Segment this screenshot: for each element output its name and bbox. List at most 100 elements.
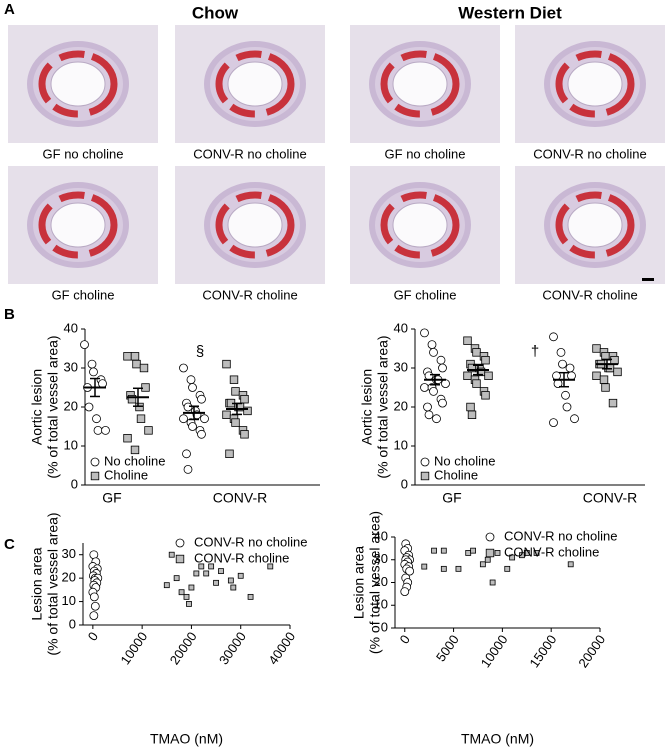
- point: [136, 414, 146, 423]
- point: [431, 547, 437, 554]
- legend-marker: [485, 548, 495, 558]
- point: [438, 398, 447, 408]
- point: [405, 566, 415, 576]
- group-title: Chow: [192, 3, 239, 22]
- x-tick-label: 20000: [167, 629, 200, 667]
- y-tick-label: 20: [394, 398, 408, 413]
- lumen: [392, 61, 448, 107]
- point: [481, 391, 490, 400]
- point: [227, 577, 234, 584]
- point: [472, 379, 481, 388]
- x-tick-label: CONV-R: [213, 490, 267, 506]
- image-caption: CONV-R no choline: [533, 146, 646, 161]
- legend-marker: [485, 532, 495, 542]
- point: [432, 414, 441, 424]
- y-axis-label: Lesion area: [29, 547, 45, 620]
- point: [231, 387, 240, 396]
- point: [420, 383, 429, 392]
- point: [509, 554, 516, 561]
- point: [183, 593, 190, 600]
- lumen: [50, 202, 106, 248]
- x-tick-label: 15000: [526, 632, 559, 670]
- annotation: §: [196, 343, 204, 360]
- point: [429, 386, 438, 396]
- point: [240, 430, 249, 439]
- point: [197, 429, 206, 439]
- legend-label: Choline: [104, 467, 148, 482]
- y-tick-label: 30: [64, 359, 78, 374]
- point: [89, 592, 99, 602]
- point: [139, 363, 149, 373]
- point: [80, 340, 89, 350]
- point: [89, 367, 98, 377]
- x-tick-label: 0: [85, 629, 101, 644]
- point: [267, 563, 274, 570]
- point: [87, 359, 97, 369]
- lumen: [227, 61, 283, 107]
- point: [144, 426, 153, 435]
- y-tick-label: 0: [69, 616, 76, 631]
- y-tick-label: 40: [394, 320, 408, 335]
- point: [429, 347, 438, 357]
- point: [601, 383, 610, 392]
- y-axis-label: (% of total vessel area): [367, 511, 383, 654]
- point: [123, 433, 132, 443]
- x-tick-label: GF: [442, 490, 461, 506]
- point: [592, 344, 601, 353]
- image-caption: CONV-R no choline: [193, 146, 306, 161]
- point: [183, 402, 193, 412]
- y-tick-label: 30: [394, 359, 408, 374]
- lesion: [38, 50, 118, 118]
- y-tick-label: 10: [64, 437, 78, 452]
- point: [610, 355, 619, 365]
- point: [198, 563, 205, 570]
- point: [93, 425, 103, 435]
- x-tick-label: 10000: [117, 629, 150, 667]
- y-tick-label: 20: [64, 398, 78, 413]
- point: [424, 410, 434, 420]
- y-tick-label: 30: [374, 551, 388, 566]
- point: [208, 563, 215, 570]
- point: [565, 363, 575, 373]
- lesion: [380, 191, 460, 259]
- point: [186, 601, 192, 607]
- legend-marker: [420, 471, 430, 481]
- point: [440, 565, 447, 572]
- point: [230, 584, 237, 591]
- point: [494, 550, 501, 556]
- point: [203, 570, 210, 577]
- panel-label: A: [4, 1, 15, 18]
- point: [197, 394, 206, 404]
- point: [84, 402, 94, 412]
- point: [467, 410, 477, 419]
- point: [484, 371, 493, 380]
- y-axis-label: Lesion area: [351, 546, 367, 619]
- y-tick-label: 20: [62, 570, 76, 585]
- x-axis-label: TMAO (nM): [461, 731, 534, 747]
- point: [424, 371, 434, 381]
- point: [218, 568, 224, 575]
- point: [438, 363, 447, 373]
- point: [533, 550, 540, 556]
- point: [229, 375, 239, 384]
- point: [188, 584, 195, 591]
- point: [225, 449, 234, 458]
- image-caption: GF no choline: [43, 146, 124, 161]
- point: [436, 355, 446, 365]
- point: [421, 563, 428, 570]
- point: [608, 398, 618, 408]
- panel-label: C: [4, 536, 15, 553]
- point: [240, 394, 249, 404]
- point: [549, 418, 558, 428]
- point: [465, 550, 472, 556]
- legend-label: No choline: [434, 453, 495, 468]
- point: [213, 579, 219, 586]
- point: [592, 371, 601, 380]
- image-caption: GF choline: [394, 287, 457, 302]
- x-tick-label: 40000: [265, 629, 298, 667]
- point: [481, 355, 490, 365]
- y-tick-label: 30: [62, 546, 76, 561]
- y-tick-label: 20: [374, 574, 388, 589]
- point: [186, 375, 196, 385]
